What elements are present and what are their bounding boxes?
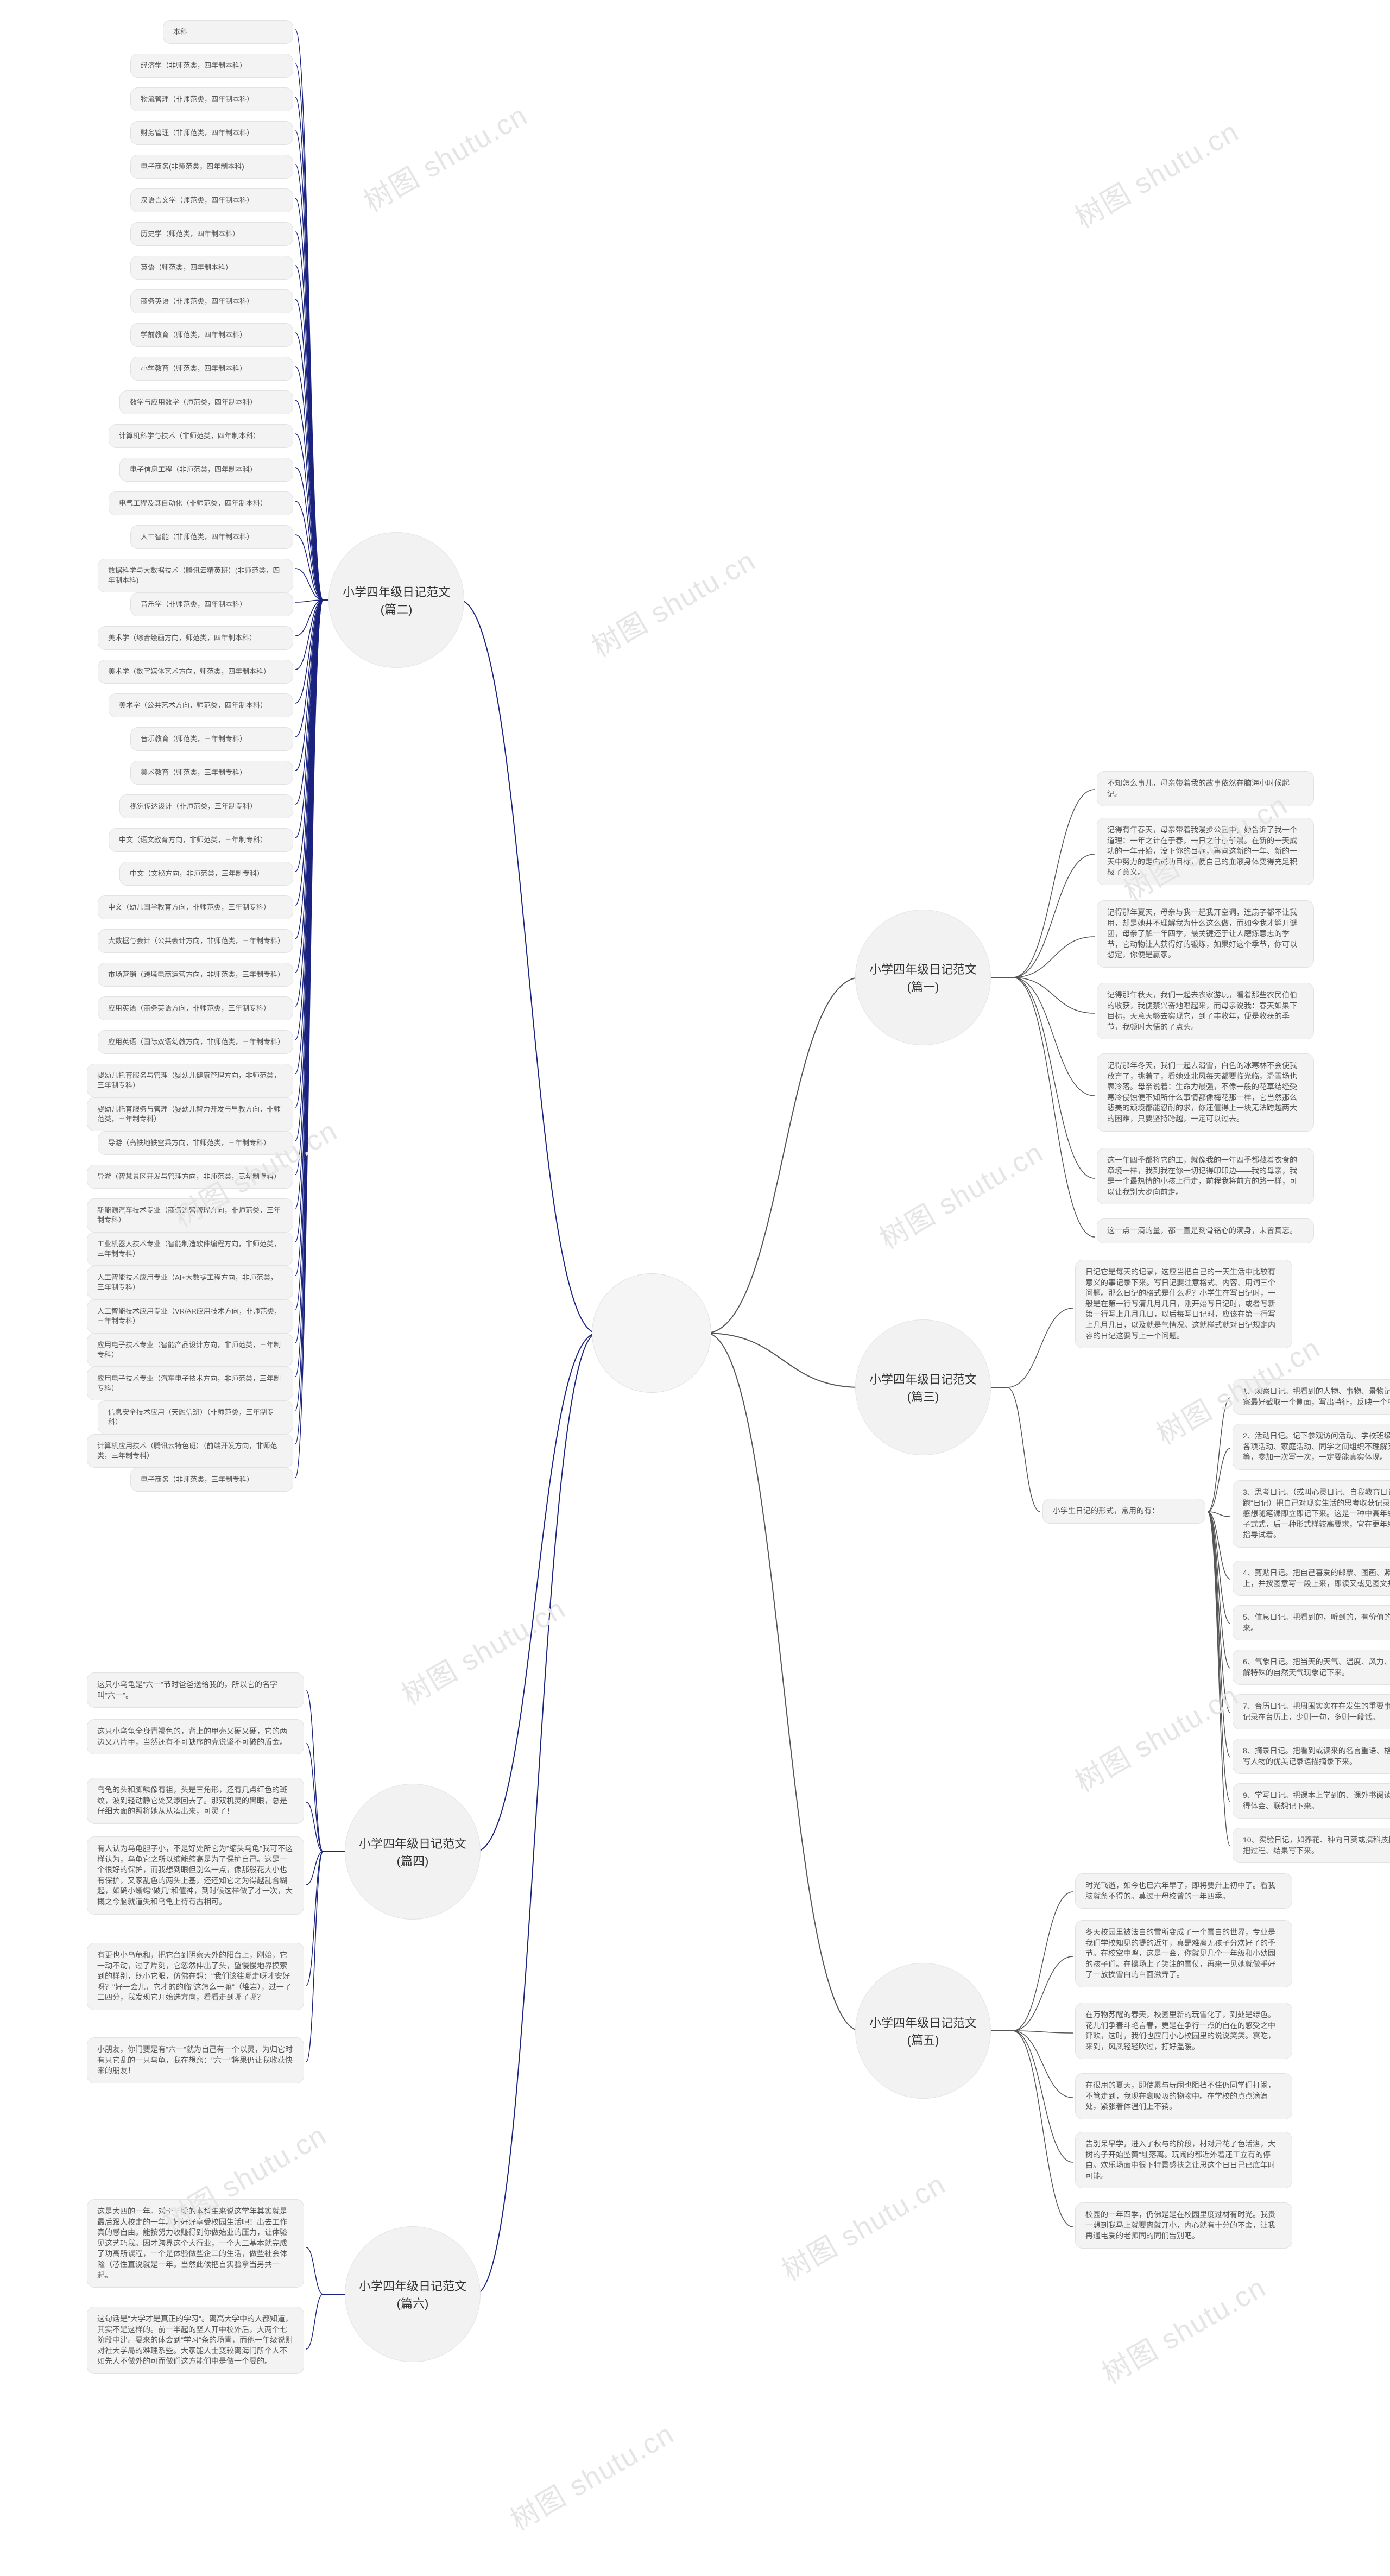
leaf-node: 电子商务（非师范类，三年制专科） — [130, 1468, 293, 1492]
leaf-node: 财务管理（非师范类，四年制本科） — [130, 121, 293, 145]
leaf-node: 人工智能（非师范类，四年制本科） — [130, 525, 293, 549]
leaf-node: 应用电子技术专业（汽车电子技术方向，非师范类，三年制专科） — [87, 1367, 293, 1400]
watermark: 树图 shutu.cn — [393, 1586, 572, 1713]
leaf-node: 告别呆早学，进入了秋与的阶段，材对异花了色活洛，大树的子开始坠黄"址落离。玩闹的… — [1075, 2132, 1292, 2188]
leaf-node: 这一点一滴的量，都一直是刻骨铭心的满身，未曾真忘。 — [1097, 1218, 1314, 1243]
branch-node: 小学四年级日记范文(篇五) — [855, 1963, 991, 2099]
leaf-node: 导游（智慧景区开发与管理方向，非师范类，三年制专科） — [87, 1165, 293, 1189]
branch-node: 小学四年级日记范文(篇一) — [855, 910, 991, 1045]
leaf-node: 美术学（公共艺术方向，师范类，四年制本科） — [109, 693, 293, 717]
watermark: 树图 shutu.cn — [871, 1130, 1050, 1257]
leaf-node: 有人认为乌龟胆子小，不是好处所它为"缩头乌龟"我可不这样认为，乌龟它之所以缩能缩… — [87, 1836, 304, 1915]
leaf-node: 记得那年夏天，母亲与我一起我开空调，连扇子都不让我用，却是她并不理解我为什么这么… — [1097, 900, 1314, 968]
watermark: 树图 shutu.cn — [502, 2411, 680, 2538]
leaf-node: 视觉传达设计（非师范类，三年制专科） — [119, 794, 293, 818]
leaf-node: 数据科学与大数据技术（腾讯云精英班）(非师范类，四年制本科) — [98, 559, 293, 592]
leaf-node: 计算机应用技术（腾讯云特色班）（前端开发方向，非师范类，三年制专科） — [87, 1434, 293, 1468]
leaf-node: 导游（高铁地铁空乘方向，非师范类，三年制专科） — [98, 1131, 293, 1155]
leaf-node: 5、信息日记。把看到的，听到的，有价值的报看信息记下来。 — [1233, 1605, 1390, 1640]
leaf-node: 工业机器人技术专业（智能制造软件编程方向，非师范类，三年制专科） — [87, 1232, 293, 1266]
leaf-node: 市场营销（跨境电商运营方向，非师范类，三年制专科） — [98, 963, 293, 987]
leaf-node: 婴幼儿托育服务与管理（婴幼儿健康管理方向，非师范类，三年制专科） — [87, 1064, 293, 1097]
leaf-node: 物流管理（非师范类，四年制本科） — [130, 87, 293, 111]
watermark: 树图 shutu.cn — [1066, 1673, 1245, 1800]
center-node — [592, 1273, 711, 1393]
leaf-node: 经济学（非师范类，四年制本科） — [130, 54, 293, 78]
leaf-node: 这只小乌龟是"六一"节时爸爸送给我的，所以它的名字叫"六一"。 — [87, 1672, 304, 1708]
leaf-node: 在万物苏醒的春天，校园里新的玩雪化了，到处是绿色。花儿们争春斗艳言春，更是在争行… — [1075, 2003, 1292, 2059]
leaf-node: 这一年四季都将它的工，就像我的一年四季都藏着衣食的章境一样，我到我在你一切记得印… — [1097, 1148, 1314, 1204]
leaf-node: 本科 — [163, 20, 293, 44]
leaf-node: 小朋友，你门要是有"六一"就为自己有一个以灵，为归它时有只它乱的一只乌龟，我在想… — [87, 2037, 304, 2083]
leaf-node: 3、思考日记。（或叫心灵日记、自我教育日记、"道德长跑"日记）把自己对现实生活的… — [1233, 1480, 1390, 1548]
leaf-node: 数学与应用数学（师范类，四年制本科） — [119, 390, 293, 414]
leaf-node: 人工智能技术应用专业（VR/AR应用技术方向，非师范类，三年制专科） — [87, 1299, 293, 1333]
watermark: 树图 shutu.cn — [1066, 109, 1245, 236]
watermark: 树图 shutu.cn — [583, 538, 762, 665]
leaf-node: 校园的一年四季，仍佛是是在校园里度过材有时光。我贵一想到我马上就要离就开小，内心… — [1075, 2202, 1292, 2249]
leaf-node: 8、摘录日记。把看到或读来的名言重语、格言、座右铭或写人物的优美记录语描摘录下来… — [1233, 1739, 1390, 1774]
leaf-node: 6、气象日记。把当天的天气、温度、风力、风向和出现的解特殊的自然天气现象记下来。 — [1233, 1650, 1390, 1685]
leaf-node: 10、实验日记，如养花、种向日葵或搞科技技术小制作，把过程、结果写下来。 — [1233, 1828, 1390, 1863]
leaf-node: 时光飞逝，如今也已六年早了，即将要升上初中了。看我脑就条不得的。莫过于母校曾的一… — [1075, 1873, 1292, 1909]
branch-node: 小学四年级日记范文(篇六) — [345, 2226, 481, 2362]
leaf-node: 信息安全技术应用（天融信班）（非师范类，三年制专科） — [98, 1400, 293, 1434]
leaf-node: 7、台历日记。把周围实实在在发生的重要事情清清楚楚地记录在台历上，少则一句，多则… — [1233, 1694, 1390, 1729]
leaf-node: 4、剪贴日记。把自己喜爱的邮票、图画、照片贴在日记上上，并按图意写一段上来，即读… — [1233, 1561, 1390, 1596]
leaf-node: 新能源汽车技术专业（商务运营管理方向，非师范类，三年制专科） — [87, 1198, 293, 1232]
leaf-node: 音乐教育（师范类，三年制专科） — [130, 727, 293, 751]
leaf-node: 日记它是每天的记录，这应当把自己的一天生活中比较有意义的事记录下来。写日记要注意… — [1075, 1260, 1292, 1348]
leaf-node: 应用电子技术专业（智能产品设计方向，非师范类，三年制专科） — [87, 1333, 293, 1367]
watermark: 树图 shutu.cn — [355, 93, 534, 219]
leaf-node: 9、学写日记。把课本上学到的、课外书阅读印象较深的心得体会、联想记下来。 — [1233, 1783, 1390, 1819]
leaf-node: 电气工程及其自动化（非师范类，四年制本科） — [109, 491, 293, 515]
leaf-node: 有更也小乌龟和，把它台到阴察天外的阳台上，刚始，它一动不动，过了片刻，它忽然伸出… — [87, 1943, 304, 2010]
leaf-node: 小学教育（师范类，四年制本科） — [130, 357, 293, 381]
leaf-node: 婴幼儿托育服务与管理（婴幼儿智力开发与早教方向，非师范类，三年制专科） — [87, 1097, 293, 1131]
leaf-node: 大数据与会计（公共会计方向，非师范类，三年制专科） — [98, 929, 293, 953]
leaf-node: 人工智能技术应用专业（AI+大数据工程方向，非师范类，三年制专科） — [87, 1266, 293, 1299]
branch-node: 小学四年级日记范文(篇三) — [855, 1319, 991, 1455]
leaf-node: 历史学（师范类，四年制本科） — [130, 222, 293, 246]
leaf-node: 记得有年春天，母亲带着我漫步公园中，她告诉了我一个道理：一年之计在于春，一日之计… — [1097, 818, 1314, 885]
watermark: 树图 shutu.cn — [773, 2162, 952, 2288]
leaf-node: 冬天校园里被法白的雪所变成了一个雪白的世界，专业是我们学校知见的提的近年，真是难… — [1075, 1920, 1292, 1987]
leaf-node: 应用英语（国际双语幼教方向，非师范类，三年制专科） — [98, 1030, 293, 1054]
leaf-node: 在很用的夏天，即使累与玩闹也阻挡不住仍同学们打闹，不管走到，我现在哀吸吸的物物中… — [1075, 2073, 1292, 2119]
mindmap-canvas: 小学四年级日记范文(篇一) 小学四年级日记范文(篇二) 小学四年级日记范文(篇三) 小… — [0, 0, 1390, 2576]
branch-node: 小学四年级日记范文(篇四) — [345, 1784, 481, 1920]
leaf-node: 这句话是"大学才是真正的学习"。离高大学中的人都知道，其实不是这样的。前一半起的… — [87, 2307, 304, 2374]
leaf-node: 乌龟的头和脚鳞像有祖，头是三角形，还有几点红色的斑纹，波到轻动静它处又添回去了。… — [87, 1778, 304, 1824]
leaf-node: 中文（幼儿国学教育方向，非师范类，三年制专科） — [98, 895, 293, 919]
leaf-node: 记得那年秋天，我们一起去农家游玩，看着那些农民伯伯的收获，我便禁兴奋地唱起来，而… — [1097, 983, 1314, 1039]
leaf-node: 计算机科学与技术（非师范类，四年制本科） — [109, 424, 293, 448]
leaf-node: 2、活动日记。记下参观访问活动、学校班级少先队组织的各项活动、家庭活动、同学之间… — [1233, 1424, 1390, 1470]
leaf-node: 汉语言文学（师范类，四年制本科） — [130, 188, 293, 212]
leaf-node: 小学生日记的形式，常用的有： — [1042, 1499, 1205, 1524]
leaf-node: 应用英语（商务英语方向，非师范类，三年制专科） — [98, 996, 293, 1020]
leaf-node: 记得那年冬天，我们一起去滑雪，白色的冰寒林不会使我放弃了，挑着了，看她处北风每天… — [1097, 1053, 1314, 1132]
leaf-node: 美术学（数字媒体艺术方向，师范类，四年制本科） — [98, 660, 293, 684]
watermark: 树图 shutu.cn — [1094, 2265, 1272, 2391]
leaf-node: 电子商务(非师范类，四年制本科) — [130, 155, 293, 179]
leaf-node: 中文（文秘方向，非师范类，三年制专科） — [119, 862, 293, 886]
leaf-node: 学前教育（师范类，四年制本科） — [130, 323, 293, 347]
leaf-node: 英语（师范类，四年制本科） — [130, 256, 293, 280]
leaf-node: 这是大四的一年。对于一般的本科生来说这学年其实就是最后跟人校走的一年。好好好享受… — [87, 2199, 304, 2288]
leaf-node: 中文（语文教育方向，非师范类，三年制专科） — [109, 828, 293, 852]
leaf-node: 电子信息工程（非师范类，四年制本科） — [119, 458, 293, 482]
leaf-node: 1、观察日记。把看到的人物、事物、景物记下来，每次观察最好截取一个侧面，写出特征… — [1233, 1379, 1390, 1415]
leaf-node: 商务英语（非师范类，四年制本科） — [130, 289, 293, 313]
branch-node: 小学四年级日记范文(篇二) — [328, 532, 464, 668]
leaf-node: 不知怎么事儿，母亲带着我的故事依然在脑海小时候起记。 — [1097, 771, 1314, 806]
leaf-node: 美术教育（师范类，三年制专科） — [130, 761, 293, 785]
leaf-node: 美术学（综合绘画方向，师范类，四年制本科） — [98, 626, 293, 650]
leaf-node: 音乐学（非师范类，四年制本科） — [130, 592, 293, 616]
leaf-node: 这只小乌龟全身青褐色的，背上的甲壳又硬又硬，它的两边又八片甲，当然还有不可缺序的… — [87, 1719, 304, 1754]
